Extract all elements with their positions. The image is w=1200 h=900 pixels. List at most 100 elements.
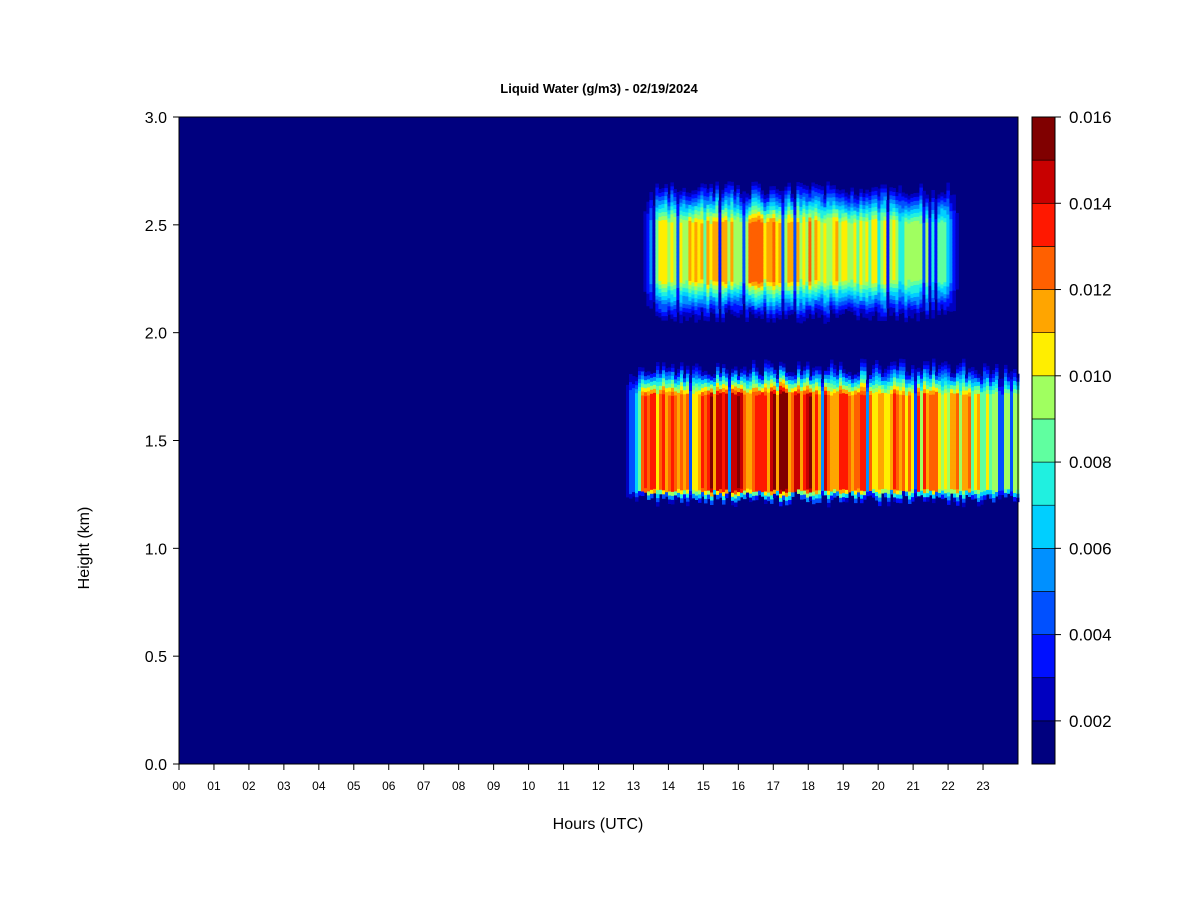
heatmap-cell — [943, 230, 947, 235]
heatmap-cell — [635, 413, 639, 418]
heatmap-cell — [644, 416, 648, 421]
heatmap-cell — [877, 272, 881, 277]
heatmap-cell — [895, 316, 899, 321]
heatmap-cell — [686, 481, 690, 487]
heatmap-cell — [901, 208, 905, 213]
heatmap-cell — [778, 215, 782, 220]
heatmap-cell — [647, 447, 651, 452]
heatmap-cell — [835, 301, 839, 306]
heatmap-cell — [724, 204, 728, 209]
heatmap-cell — [773, 457, 777, 463]
heatmap-cell — [704, 386, 708, 392]
heatmap-cell — [814, 260, 818, 265]
heatmap-cell — [934, 255, 938, 260]
heatmap-cell — [745, 281, 749, 286]
heatmap-cell — [778, 295, 782, 300]
heatmap-cell — [728, 379, 732, 384]
heatmap-cell — [751, 225, 755, 231]
heatmap-cell — [850, 191, 854, 197]
heatmap-cell — [682, 243, 686, 249]
heatmap-cell — [685, 196, 689, 201]
heatmap-cell — [892, 276, 896, 281]
heatmap-cell — [659, 377, 663, 383]
heatmap-cell — [686, 377, 690, 383]
heatmap-cell — [749, 413, 753, 419]
heatmap-cell — [745, 241, 749, 246]
heatmap-cell — [796, 294, 800, 299]
heatmap-cell — [704, 406, 708, 412]
heatmap-cell — [686, 389, 690, 395]
heatmap-cell — [773, 405, 777, 411]
heatmap-cell — [952, 246, 956, 252]
heatmap-cell — [820, 294, 824, 299]
heatmap-cell — [802, 228, 806, 234]
heatmap-cell — [659, 437, 663, 443]
heatmap-cell — [728, 403, 732, 408]
heatmap-cell — [790, 249, 794, 255]
heatmap-cell — [680, 394, 684, 399]
heatmap-cell — [796, 186, 800, 191]
heatmap-cell — [823, 239, 827, 244]
heatmap-cell — [826, 241, 830, 246]
heatmap-cell — [701, 484, 705, 489]
heatmap-cell — [715, 189, 719, 195]
heatmap-cell — [782, 379, 786, 384]
heatmap-cell — [764, 459, 768, 464]
heatmap-cell — [781, 258, 785, 264]
heatmap-cell — [799, 318, 803, 324]
heatmap-cell — [895, 256, 899, 261]
heatmap-cell — [767, 424, 771, 430]
heatmap-cell — [626, 492, 630, 498]
heatmap-cell — [734, 466, 738, 471]
heatmap-cell — [653, 400, 657, 406]
heatmap-cell — [934, 279, 938, 284]
heatmap-cell — [662, 394, 666, 399]
heatmap-cell — [673, 277, 677, 282]
heatmap-cell — [674, 443, 678, 448]
heatmap-cell — [638, 471, 642, 476]
heatmap-cell — [779, 409, 783, 415]
heatmap-cell — [644, 468, 648, 473]
heatmap-cell — [701, 408, 705, 413]
heatmap-cell — [766, 289, 770, 295]
heatmap-cell — [746, 480, 750, 486]
heatmap-cell — [892, 188, 896, 193]
heatmap-cell — [680, 430, 684, 435]
heatmap-cell — [674, 439, 678, 444]
heatmap-cell — [898, 197, 902, 202]
heatmap-cell — [874, 262, 878, 268]
heatmap-cell — [691, 222, 695, 227]
heatmap-cell — [835, 209, 839, 214]
heatmap-cell — [682, 211, 686, 217]
heatmap-cell — [805, 197, 809, 203]
heatmap-cell — [862, 277, 866, 282]
heatmap-cell — [820, 218, 824, 223]
heatmap-cell — [649, 272, 653, 277]
heatmap-cell — [808, 225, 812, 230]
heatmap-cell — [757, 187, 761, 193]
heatmap-cell — [808, 261, 812, 266]
heatmap-cell — [682, 187, 686, 193]
heatmap-cell — [946, 286, 950, 292]
heatmap-cell — [653, 464, 657, 470]
heatmap-cell — [713, 454, 717, 459]
heatmap-cell — [868, 192, 872, 197]
heatmap-cell — [689, 423, 693, 428]
heatmap-cell — [649, 256, 653, 261]
heatmap-cell — [737, 404, 741, 409]
heatmap-cell — [770, 487, 774, 492]
heatmap-cell — [826, 277, 830, 282]
heatmap-cell — [671, 427, 675, 433]
heatmap-cell — [779, 437, 783, 443]
heatmap-cell — [814, 188, 818, 193]
heatmap-cell — [635, 441, 639, 446]
heatmap-cell — [674, 399, 678, 404]
heatmap-cell — [674, 467, 678, 472]
heatmap-cell — [686, 397, 690, 403]
heatmap-cell — [730, 193, 734, 199]
heatmap-cell — [719, 465, 723, 470]
heatmap-cell — [841, 213, 845, 218]
heatmap-cell — [889, 291, 893, 296]
heatmap-cell — [656, 446, 660, 451]
heatmap-cell — [838, 258, 842, 263]
